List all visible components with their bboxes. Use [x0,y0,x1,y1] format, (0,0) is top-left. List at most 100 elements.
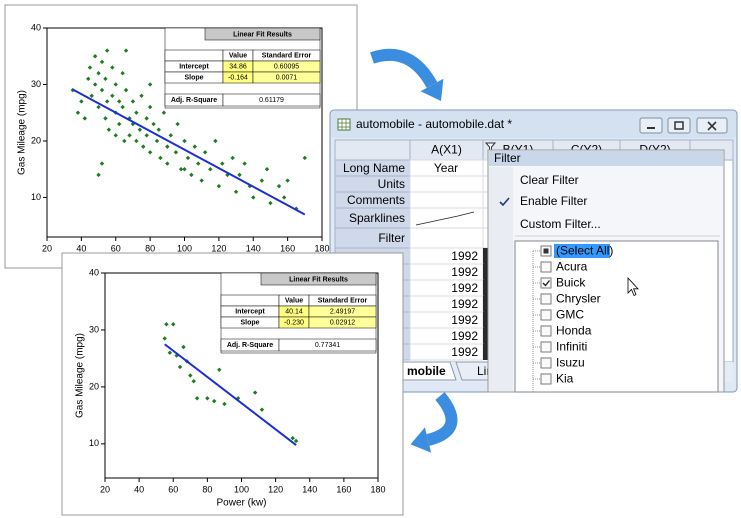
x-tick-label: 80 [202,484,212,494]
table-row-label: Adj. R-Square [227,342,273,349]
x-tick-label: 100 [234,484,249,494]
year-value: 1992 [451,297,478,311]
x-tick-label: 60 [111,243,121,253]
y-tick-label: 30 [31,79,41,89]
arrow-shaft [428,396,452,440]
table-value: 0.60095 [274,64,299,71]
year-value: 1992 [451,313,478,327]
row-label: Long Name [343,161,405,175]
x-tick-label: 180 [370,484,385,494]
table-row-label: Intercept [179,64,209,71]
y-tick-label: 30 [89,324,99,334]
x-tick-label: 180 [314,243,329,253]
table-value: 34.86 [229,64,247,71]
window-icon [338,119,350,130]
chart-two: 2040608010012014016018010203040Power (kw… [62,253,403,515]
list-item-label: Infiniti [556,340,587,354]
window-button[interactable] [668,118,690,133]
table-value: 2.49197 [330,309,355,316]
table-value: 0.77341 [315,342,340,349]
year-value: 1992 [451,345,478,359]
table-column-header: Standard Error [262,53,312,60]
table-title: Linear Fit Results [289,276,348,283]
checkbox[interactable] [541,374,551,384]
table-row-label: Slope [184,75,203,82]
table-value: 0.61179 [259,97,284,104]
y-tick-label: 10 [89,438,99,448]
x-tick-label: 80 [145,243,155,253]
menu-header [489,151,723,166]
window-button[interactable] [640,118,662,133]
table-column-header: Value [229,53,247,60]
checkbox[interactable] [541,342,551,352]
list-item-label: Chrysler [556,292,601,306]
chart-one: 2040608010012014016018010203040Power (kw… [5,5,357,268]
x-tick-label: 20 [42,243,52,253]
year-value: 1992 [451,329,478,343]
menu-title: Filter [494,151,521,165]
table-title: Linear Fit Results [233,31,292,38]
y-tick-label: 10 [31,192,41,202]
cell [410,208,483,228]
year-value: 1992 [451,265,478,279]
year-value: 1992 [451,281,478,295]
checkbox[interactable] [541,294,551,304]
table-row-label: Adj. R-Square [171,97,217,104]
list-item-label: (Select All) [556,244,613,258]
y-tick-label: 20 [31,135,41,145]
row-label: Filter [378,231,405,245]
checkbox[interactable] [541,310,551,320]
table-value: -0.164 [228,75,248,82]
table-value: 40.14 [285,309,303,316]
x-tick-label: 40 [76,243,86,253]
x-tick-label: 60 [168,484,178,494]
list-item-label: Isuzu [556,356,585,370]
table-cell [165,50,223,61]
y-tick-label: 40 [89,267,99,277]
row-label: Units [378,177,405,191]
row-label: Comments [347,193,405,207]
x-tick-label: 120 [268,484,283,494]
menu-item-label: Clear Filter [520,173,579,187]
list-item-label: Acura [556,260,588,274]
x-tick-label: 160 [336,484,351,494]
table-value: 0.0071 [276,75,298,82]
table-cell [221,295,279,306]
table-row-label: Slope [240,320,259,327]
arrow-shaft [372,55,432,85]
x-axis-title: Power (kw) [216,498,266,509]
list-item-label: Kia [556,372,574,386]
menu-item-label: Enable Filter [520,194,587,208]
table-value: 0.02912 [330,320,355,327]
checkbox[interactable] [541,278,551,288]
long-name-cell: Year [434,161,458,175]
cell [410,192,483,208]
cell [410,176,483,192]
table-column-header: Standard Error [318,298,368,305]
checkbox[interactable] [541,326,551,336]
checkbox[interactable] [541,262,551,272]
checkbox[interactable] [541,358,551,368]
x-tick-label: 140 [302,484,317,494]
x-tick-label: 100 [177,243,192,253]
y-axis-title: Gas Mileage (mpg) [17,90,28,175]
row-label: Sparklines [349,211,405,225]
sheet-tab: mobile [407,364,446,378]
y-tick-label: 40 [31,22,41,32]
table-row-label: Intercept [235,309,265,316]
list-item-label: GMC [556,308,584,322]
y-tick-label: 20 [89,381,99,391]
table-column-header: Value [285,298,303,305]
window-title: automobile - automobile.dat * [356,117,512,131]
table-value: -0.230 [284,320,304,327]
x-tick-label: 140 [246,243,261,253]
x-tick-label: 120 [211,243,226,253]
menu-item-label: Custom Filter... [520,217,601,231]
x-tick-label: 160 [280,243,295,253]
column-header-label: A(X1) [431,143,462,157]
mixed-mark [544,249,549,254]
x-tick-label: 40 [134,484,144,494]
list-item-label: Honda [556,324,592,338]
